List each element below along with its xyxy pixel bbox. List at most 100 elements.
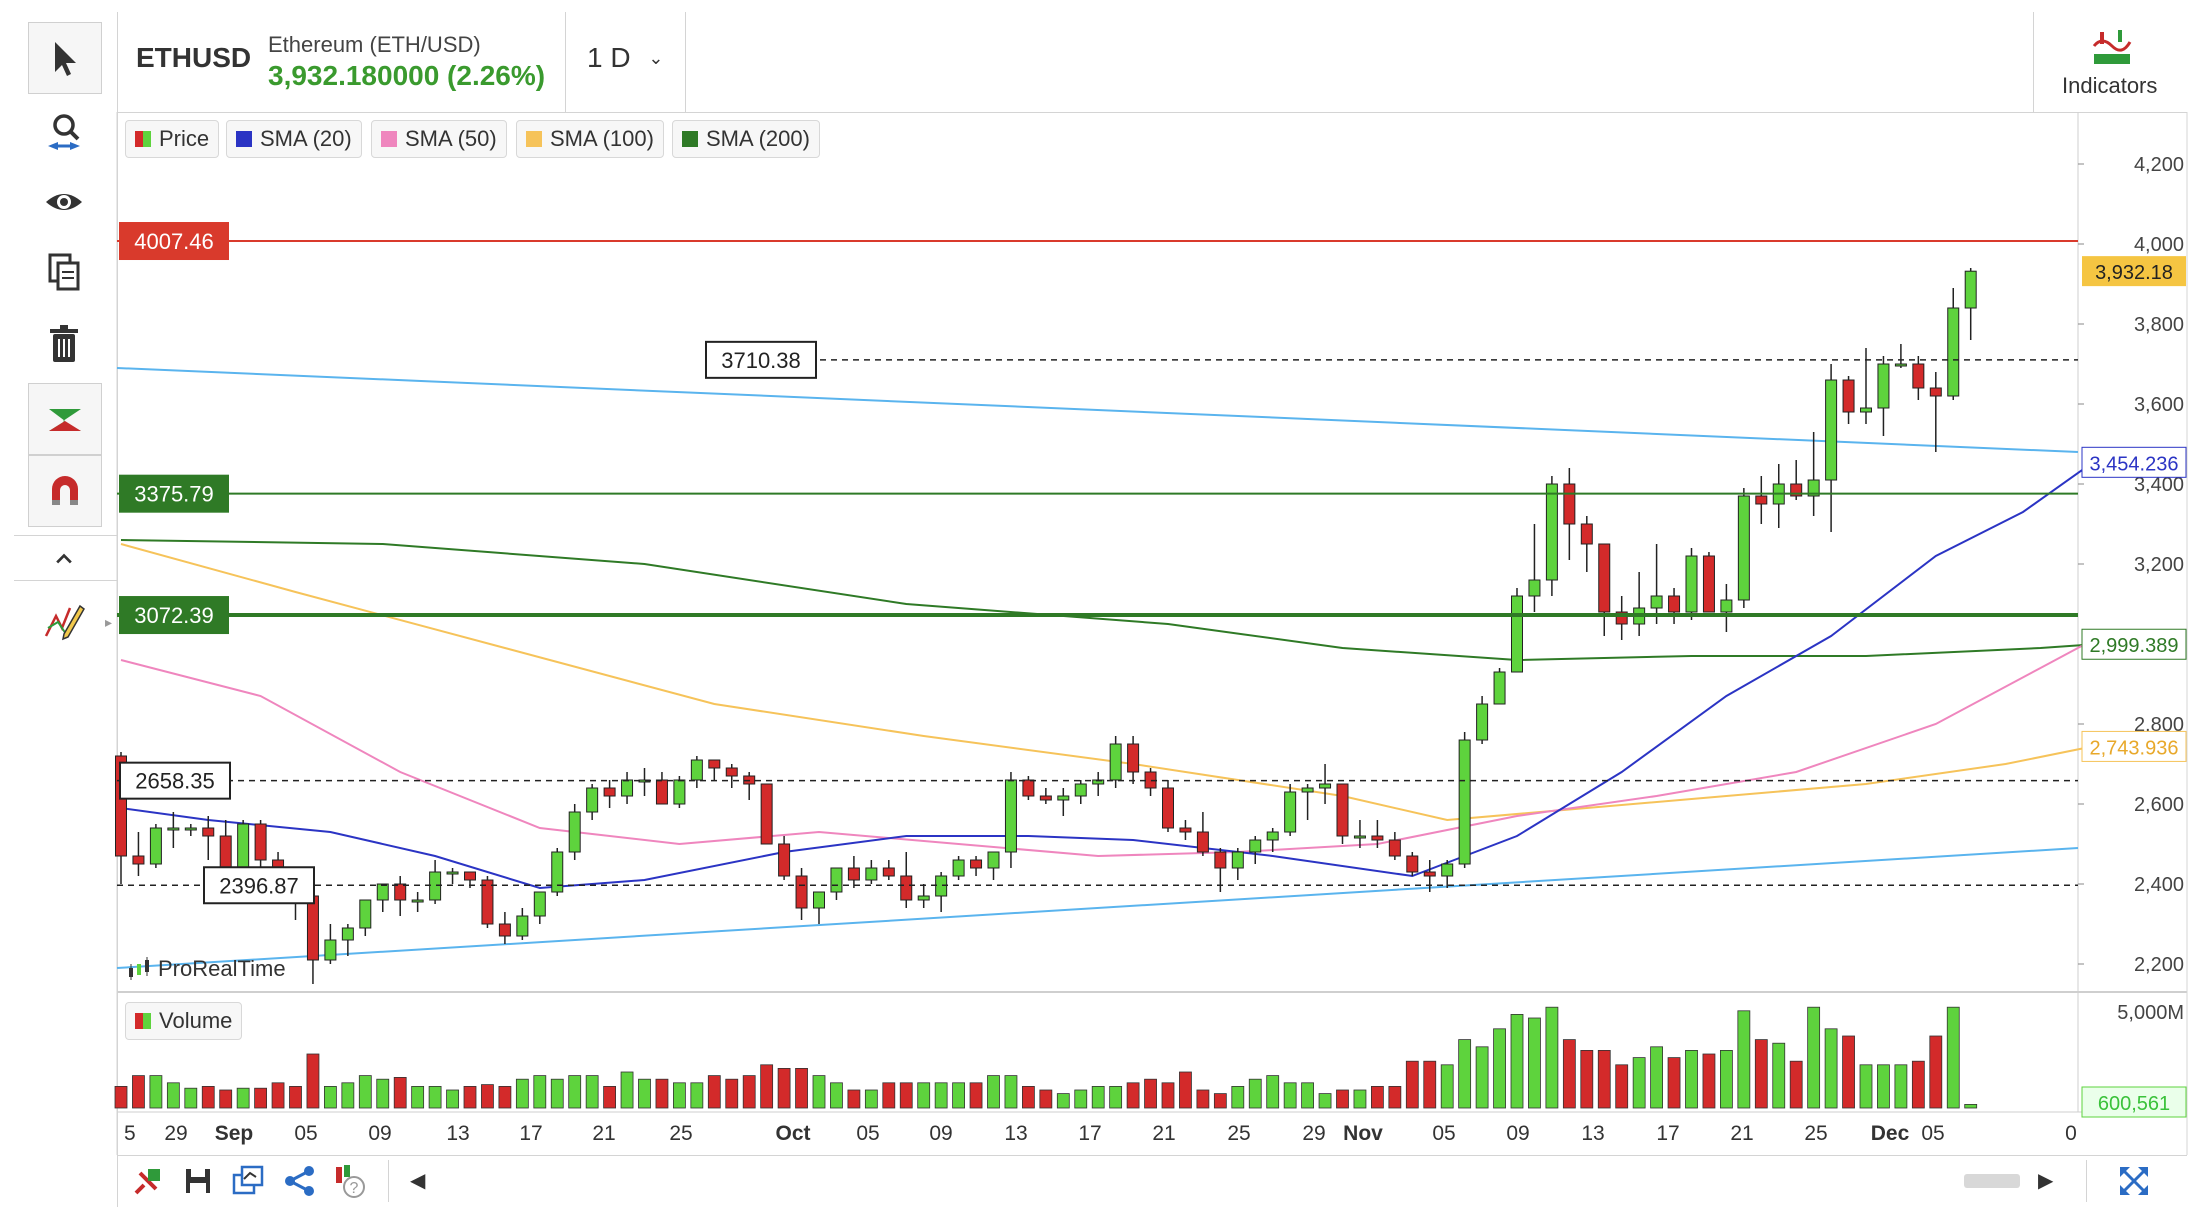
scroll-right-icon[interactable]: ▶ [2038,1170,2054,1192]
candle-body [1598,543,1611,613]
legend-price[interactable]: Price [125,120,220,158]
axis-tag-sma100-box [2081,730,2187,762]
indicators-icon[interactable] [2090,24,2134,68]
volume-bar [1126,1082,1140,1109]
x-tick-label: 25 [669,1122,692,1145]
candle-body [760,783,773,845]
volume-bar [550,1078,564,1109]
indicators-button-label[interactable]: Indicators [2062,73,2158,98]
axis-tag-volume-box [2081,1086,2187,1118]
legend-sma50[interactable]: SMA (50) [371,120,507,158]
volume-bar [1632,1057,1646,1109]
volume-bar [1388,1086,1402,1109]
timeframe-label: 1 D [587,42,631,73]
trash-icon[interactable] [28,309,100,379]
scrollbar-thumb[interactable] [1964,1174,2020,1188]
y-tick-label: 3,400 [2134,474,2184,496]
eye-icon[interactable] [28,167,100,237]
candle-body [306,895,319,961]
volume-bar [1685,1050,1698,1109]
volume-bar [306,1053,320,1109]
volume-bar [917,1082,931,1109]
y-tick-label: 2,600 [2134,794,2184,816]
candle-body [1284,791,1297,833]
level-tag-dash-lower: 2396.87 [219,873,299,898]
candle-body [446,871,459,875]
legend-price-label: Price [159,126,210,151]
candle-body [149,827,162,865]
x-tick-label: 29 [1302,1122,1325,1145]
zoom-icon[interactable] [28,95,100,165]
symbol-label[interactable]: ETHUSD [136,42,252,73]
volume-bar [1440,1064,1454,1109]
legend-sma20[interactable]: SMA (20) [226,120,362,158]
candle-body [1720,599,1733,613]
volume-bar [1266,1075,1280,1109]
x-tick-label: 0 [2065,1122,2077,1145]
trendline-lower [116,847,2079,969]
candle-body [1615,611,1628,625]
legend-volume[interactable]: Volume [125,1002,243,1040]
volume-bar [1074,1089,1088,1109]
settings-tool-icon[interactable] [130,1163,166,1199]
candle-body [498,923,511,937]
axis-tag-sma20: 3,454.236 [2090,453,2179,475]
volume-bar [533,1075,547,1109]
cursor-icon[interactable] [28,22,102,94]
legend-sma100[interactable]: SMA (100) [516,120,664,158]
candle-body [1964,270,1977,309]
volume-bar [568,1075,582,1109]
volume-bar [690,1082,704,1109]
scroll-left-icon[interactable]: ◀ [410,1170,426,1192]
candle-body [254,823,267,861]
candle-body [376,883,389,901]
x-tick-label: 21 [592,1122,615,1145]
copy-icon[interactable] [28,237,100,307]
y-tick-label: 2,400 [2134,874,2184,896]
collapse-icon[interactable] [28,538,100,580]
candle-body [952,859,965,877]
fullscreen-icon[interactable] [2116,1163,2152,1199]
volume-bar [638,1078,651,1109]
save-icon[interactable] [180,1163,216,1199]
candle-body [1319,783,1332,789]
volume-bar [1336,1089,1349,1109]
candle-body [1004,779,1017,853]
candle-body [1423,871,1436,877]
instrument-name: Ethereum (ETH/USD) [268,32,481,57]
candle-body [795,875,808,909]
trend-icon[interactable] [28,383,102,455]
candle-body [568,811,581,853]
volume-bar [1702,1053,1716,1109]
help-icon[interactable]: ? [332,1163,368,1199]
candle-body [1702,555,1715,613]
volume-bar [1144,1078,1157,1109]
magnet-icon[interactable] [28,455,102,527]
timeframe-selector[interactable]: 1 D ⌄ [587,42,663,74]
candle-body [1371,835,1384,841]
volume-bar [847,1089,861,1109]
expand-arrow-icon[interactable]: ▸ [105,614,113,630]
header-divider [565,12,566,112]
candle-body [1894,363,1907,367]
candle-body [167,827,180,831]
x-tick-label: Sep [215,1122,254,1145]
level-tag-dash-mid-box [119,761,231,800]
candle-body [1022,779,1035,797]
volume-bar [585,1075,599,1109]
share-icon[interactable] [282,1163,318,1199]
volume-bar [376,1078,390,1109]
volume-bar [707,1075,721,1109]
x-tick-label: Oct [775,1122,810,1145]
x-tick-label: 17 [1656,1122,1679,1145]
volume-bar [1859,1064,1873,1109]
volume-bar [725,1078,739,1109]
candle-body [202,827,215,837]
volume-bar [1231,1086,1245,1109]
drawing-tools-icon[interactable] [28,585,100,655]
legend-sma200[interactable]: SMA (200) [672,120,820,158]
layout-icon[interactable] [230,1163,266,1199]
volume-bar [1737,1010,1751,1109]
axis-tag-price: 3,932.18 [2095,262,2173,284]
